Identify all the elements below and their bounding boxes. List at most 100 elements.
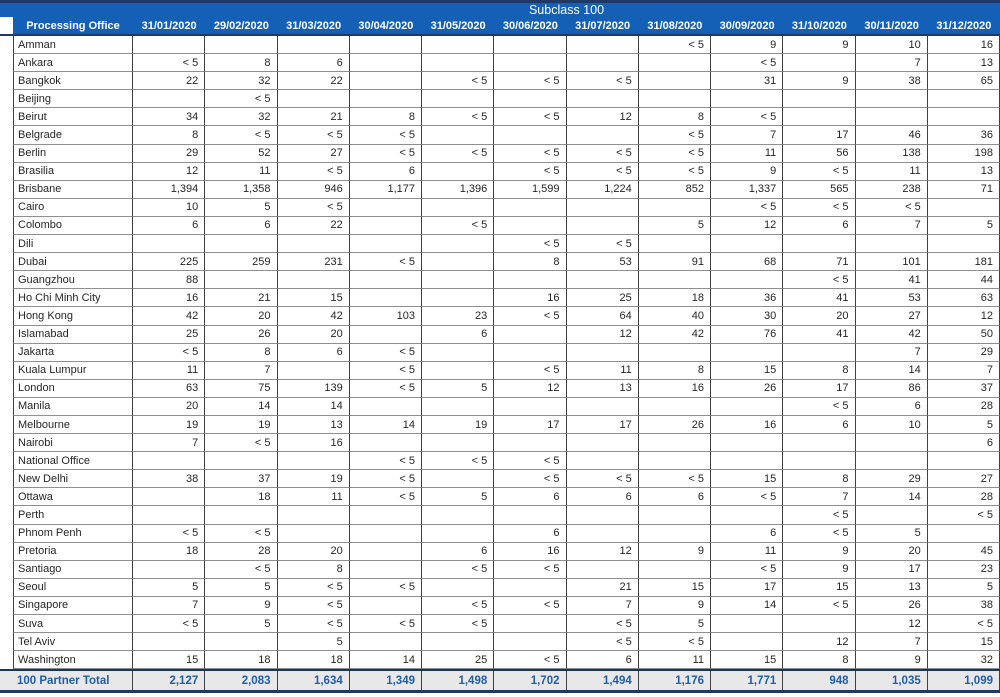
value-cell	[566, 397, 639, 416]
value-cell: 7	[133, 434, 206, 453]
value-cell: 852	[638, 180, 711, 199]
value-cell: < 5	[783, 397, 856, 416]
value-cell: < 5	[638, 633, 711, 652]
value-cell	[277, 36, 350, 55]
total-row: 100 Partner Total 2,127 2,083 1,634 1,349 1,…	[0, 669, 1000, 691]
value-cell: < 5	[422, 144, 495, 163]
value-cell: < 5	[494, 560, 567, 579]
value-cell: 8	[205, 54, 278, 73]
value-cell: 32	[927, 651, 1000, 670]
value-cell: 68	[711, 253, 784, 272]
table-row: Jakarta < 5 8 6 < 5 7 29	[0, 343, 1000, 362]
value-cell	[349, 325, 422, 344]
value-cell: < 5	[566, 470, 639, 489]
office-name: Jakarta	[13, 343, 133, 362]
value-cell: < 5	[422, 615, 495, 634]
value-cell: 86	[855, 379, 928, 398]
value-cell: 231	[277, 253, 350, 272]
value-cell: < 5	[494, 162, 567, 181]
value-cell: < 5	[349, 615, 422, 634]
value-cell: 21	[277, 108, 350, 127]
value-cell	[711, 452, 784, 471]
value-cell: < 5	[711, 108, 784, 127]
value-cell: 6	[566, 488, 639, 507]
value-cell: < 5	[205, 126, 278, 145]
value-cell	[855, 235, 928, 254]
value-cell: 17	[711, 578, 784, 597]
value-cell: 6	[277, 343, 350, 362]
value-cell: < 5	[783, 524, 856, 543]
value-cell	[783, 90, 856, 109]
value-cell: 8	[205, 343, 278, 362]
value-cell	[927, 108, 1000, 127]
value-cell: 42	[277, 307, 350, 326]
value-cell	[711, 506, 784, 525]
value-cell: 36	[927, 126, 1000, 145]
value-cell: 45	[927, 542, 1000, 561]
value-cell: 23	[927, 560, 1000, 579]
value-cell: 7	[855, 343, 928, 362]
value-cell: 12	[133, 162, 206, 181]
value-cell: 14	[349, 415, 422, 435]
total-value-cell: 1,771	[711, 671, 784, 691]
value-cell: 9	[783, 36, 856, 55]
value-cell	[422, 470, 495, 489]
value-cell	[349, 542, 422, 561]
value-cell: 29	[133, 144, 206, 163]
office-name: Beijing	[13, 90, 133, 109]
value-cell	[349, 434, 422, 453]
value-cell: 42	[855, 325, 928, 344]
value-cell	[133, 488, 206, 507]
row-gutter	[0, 452, 13, 471]
value-cell	[349, 36, 422, 55]
value-cell: < 5	[711, 488, 784, 507]
value-cell: 15	[638, 578, 711, 597]
value-cell: 7	[855, 216, 928, 236]
value-cell: 565	[783, 180, 856, 199]
value-cell: < 5	[349, 253, 422, 272]
column-header-date: 31/12/2020	[936, 19, 992, 32]
value-cell: 6	[783, 415, 856, 435]
value-cell: 26	[638, 415, 711, 435]
table-row: Bangkok 22 32 22 < 5 < 5 < 5 31 9 38 65	[0, 72, 1000, 91]
value-cell: 5	[205, 578, 278, 597]
value-cell: 38	[927, 596, 1000, 615]
value-cell	[783, 434, 856, 453]
value-cell	[494, 434, 567, 453]
value-cell: 9	[638, 542, 711, 561]
table-row: Dili < 5 < 5	[0, 235, 1000, 254]
value-cell: 9	[711, 162, 784, 181]
value-cell: < 5	[494, 651, 567, 670]
office-name: Nairobi	[13, 434, 133, 453]
value-cell: 11	[638, 651, 711, 670]
row-gutter	[0, 379, 13, 398]
value-cell: 946	[277, 180, 350, 199]
value-cell: 7	[783, 488, 856, 507]
value-cell: 18	[638, 289, 711, 308]
value-cell: < 5	[277, 615, 350, 634]
office-name: Dili	[13, 235, 133, 254]
value-cell: 12	[566, 542, 639, 561]
value-cell: 6	[422, 542, 495, 561]
value-cell	[133, 235, 206, 254]
value-cell: 9	[783, 542, 856, 561]
table-row: Beirut 34 32 21 8 < 5 < 5 12 8 < 5	[0, 108, 1000, 127]
value-cell: 27	[855, 307, 928, 326]
row-gutter	[0, 90, 13, 109]
value-cell	[422, 126, 495, 145]
table-row: Amman < 5 9 9 10 16	[0, 36, 1000, 55]
value-cell: < 5	[349, 470, 422, 489]
table-row: Nairobi 7 < 5 16 6	[0, 434, 1000, 453]
office-name: Pretoria	[13, 542, 133, 561]
value-cell: 7	[855, 633, 928, 652]
value-cell: 101	[855, 253, 928, 272]
row-gutter	[0, 488, 13, 507]
value-cell: 36	[711, 289, 784, 308]
value-cell: < 5	[349, 488, 422, 507]
table-row: Tel Aviv 5 < 5 < 5 12 7 15	[0, 633, 1000, 652]
value-cell: 22	[277, 72, 350, 91]
value-cell: < 5	[349, 361, 422, 380]
value-cell: 6	[783, 216, 856, 236]
